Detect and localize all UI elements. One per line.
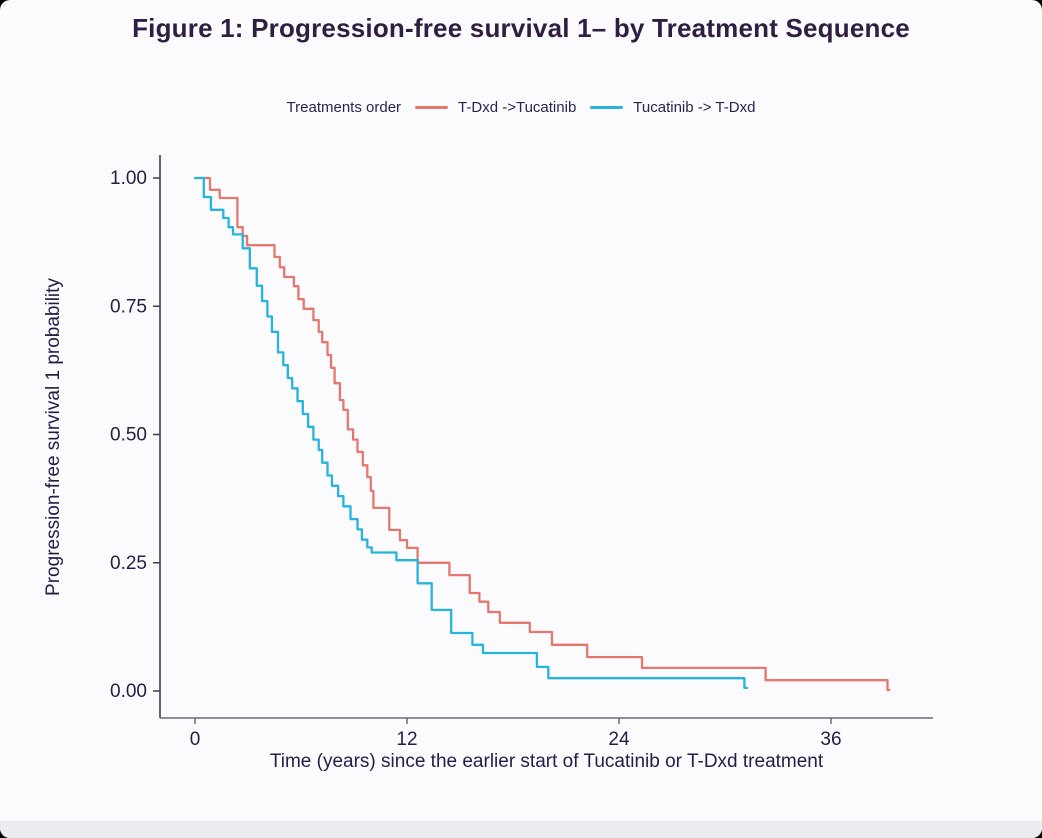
legend-label-tdxd-first: T-Dxd ->Tucatinib xyxy=(458,99,577,116)
figure-title: Figure 1: Progression-free survival 1– b… xyxy=(132,13,910,43)
y-tick-label: 0.25 xyxy=(110,553,147,574)
legend-title: Treatments order xyxy=(286,99,402,116)
km-curve-tucatinib-t-dxd xyxy=(193,176,749,690)
legend-label-tucatinib-first: Tucatinib -> T-Dxd xyxy=(633,99,756,116)
legend-entry-tdxd-first: T-Dxd ->Tucatinib xyxy=(415,99,576,116)
footer-strip xyxy=(0,821,1042,838)
km-curve-t-dxd-tucatinib xyxy=(193,176,891,692)
x-tick-label: 36 xyxy=(820,729,841,750)
legend-swatch-blue xyxy=(590,105,624,110)
x-tick-label: 12 xyxy=(396,729,417,750)
x-tick-label: 0 xyxy=(190,729,201,750)
legend: Treatments order T-Dxd ->Tucatinib Tucat… xyxy=(0,99,1042,116)
y-tick-label: 1.00 xyxy=(110,168,147,189)
legend-entry-tucatinib-first: Tucatinib -> T-Dxd xyxy=(590,99,755,116)
y-axis-title: Progression-free survival 1 probability xyxy=(43,278,64,596)
y-tick-label: 0.00 xyxy=(110,681,147,702)
legend-swatch-red xyxy=(415,105,449,110)
y-tick-label: 0.75 xyxy=(110,296,147,317)
x-tick-label: 24 xyxy=(608,729,630,750)
y-tick-label: 0.50 xyxy=(110,425,147,446)
x-axis-title: Time (years) since the earlier start of … xyxy=(269,751,824,772)
